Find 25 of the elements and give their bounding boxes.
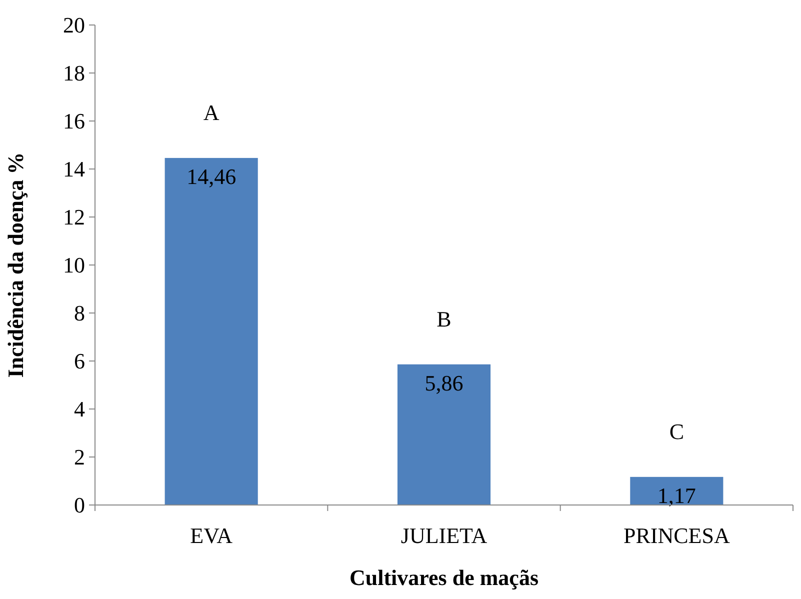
- y-tick-label: 6: [74, 348, 85, 374]
- x-tick-label: EVA: [190, 523, 233, 548]
- y-tick-label: 4: [74, 396, 85, 422]
- x-tick-label: JULIETA: [400, 523, 488, 548]
- y-axis-title: Incidência da doença %: [3, 152, 28, 378]
- y-tick-label: 0: [74, 492, 85, 518]
- bar: [164, 158, 258, 505]
- x-axis-title: Cultivares de maçãs: [349, 565, 539, 590]
- annotation: C: [669, 418, 684, 444]
- y-tick-label: 14: [63, 156, 85, 182]
- y-tick-label: 16: [63, 108, 85, 134]
- bar: [630, 476, 724, 505]
- y-tick-label: 18: [63, 60, 85, 86]
- data-label: 1,17: [657, 482, 696, 508]
- y-tick-label: 10: [63, 252, 85, 278]
- data-label: 14,46: [186, 164, 236, 189]
- bar: [397, 364, 491, 505]
- x-tick-label: PRINCESA: [623, 523, 730, 548]
- annotation: A: [203, 100, 220, 125]
- y-tick-label: 8: [74, 300, 85, 326]
- data-label: 5,86: [424, 370, 464, 396]
- y-tick-label: 2: [74, 444, 85, 470]
- y-tick-label: 20: [63, 12, 85, 38]
- y-tick-label: 12: [63, 204, 85, 230]
- annotation: B: [436, 306, 452, 332]
